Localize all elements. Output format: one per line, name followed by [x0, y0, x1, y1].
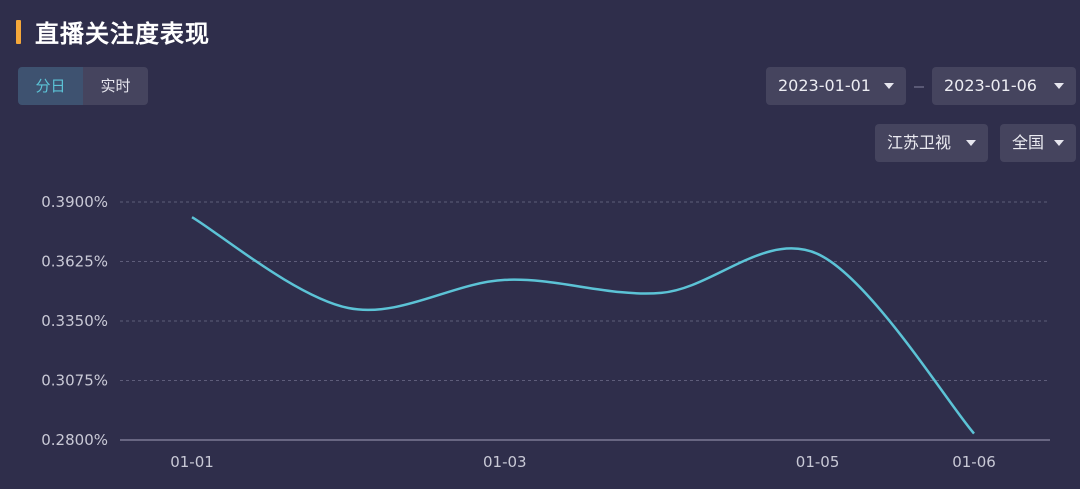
channel-select[interactable]: 江苏卫视	[875, 124, 988, 162]
y-tick-label: 0.3075%	[41, 372, 108, 390]
x-tick-label: 01-01	[170, 453, 214, 471]
caret-down-icon	[966, 140, 976, 146]
mode-realtime-button[interactable]: 实时	[83, 67, 148, 105]
caret-down-icon	[1054, 83, 1064, 89]
end-date-value: 2023-01-06	[944, 76, 1037, 95]
date-range-separator	[914, 86, 924, 88]
region-select[interactable]: 全国	[1000, 124, 1076, 162]
page-header: 直播关注度表现	[16, 14, 210, 49]
channel-value: 江苏卫视	[887, 133, 952, 152]
end-date-select[interactable]: 2023-01-06	[932, 67, 1076, 105]
x-axis: 01-01 01-03 01-05 01-06	[170, 453, 996, 471]
mode-daily-button[interactable]: 分日	[18, 67, 83, 105]
x-tick-label: 01-03	[483, 453, 527, 471]
start-date-value: 2023-01-01	[778, 76, 871, 95]
series-line	[191, 216, 975, 435]
title-accent-bar	[16, 19, 21, 44]
mode-toggle: 分日 实时	[18, 67, 148, 105]
x-tick-label: 01-06	[952, 453, 996, 471]
chart-grid	[120, 201, 1050, 441]
x-tick-label: 01-05	[796, 453, 840, 471]
y-tick-label: 0.2800%	[41, 431, 108, 449]
y-tick-label: 0.3900%	[41, 193, 108, 211]
y-tick-label: 0.3625%	[41, 253, 108, 271]
start-date-select[interactable]: 2023-01-01	[766, 67, 906, 105]
region-value: 全国	[1012, 133, 1045, 152]
page-title: 直播关注度表现	[35, 20, 210, 48]
y-tick-label: 0.3350%	[41, 312, 108, 330]
caret-down-icon	[1054, 140, 1064, 146]
y-axis: 0.3900% 0.3625% 0.3350% 0.3075% 0.2800%	[41, 193, 108, 449]
caret-down-icon	[884, 83, 894, 89]
